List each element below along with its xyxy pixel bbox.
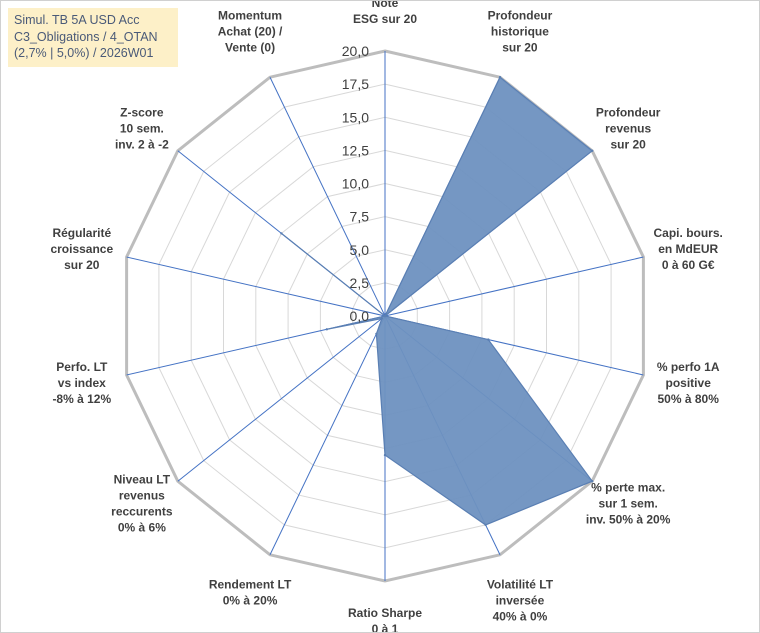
axis-label-6: Volatilité LT inversée 40% à 0%	[487, 577, 554, 623]
axis-label-3: Capi. bours. en MdEUR 0 à 60 G€	[654, 226, 723, 272]
radar-point-0-6	[484, 523, 487, 527]
radar-spoke-3	[384, 256, 644, 317]
axis-label-line: Perfo. LT	[56, 360, 108, 374]
axis-label-line: sur 20	[610, 137, 646, 151]
tick-label: 15,0	[342, 109, 369, 125]
axis-label-line: revenus	[119, 489, 165, 503]
tick-label: 0,0	[350, 308, 370, 324]
axis-label-7: Ratio Sharpe 0 à 1	[348, 606, 422, 632]
axis-label-line: 40% à 0%	[493, 609, 548, 623]
radar-point-0-8	[375, 332, 378, 336]
axis-label-12: Z-score 10 sem. inv. 2 à -2	[115, 105, 169, 151]
axis-label-line: vs index	[58, 376, 106, 390]
radar-spoke-9	[177, 315, 386, 482]
axis-label-line: Ratio Sharpe	[348, 606, 422, 620]
axis-label-line: Rendement LT	[209, 577, 292, 591]
axis-label-line: positive	[666, 376, 712, 390]
axis-label-line: inversée	[496, 593, 545, 607]
axis-label-line: Vente (0)	[225, 41, 275, 55]
axis-label-line: Momentum	[218, 9, 282, 23]
axis-label-line: sur 1 sem.	[598, 497, 657, 511]
axis-label-line: 0 à 60 G€	[662, 258, 715, 272]
axis-label-11: Régularité croissance sur 20	[50, 226, 113, 272]
axis-label-line: Niveau LT	[114, 473, 171, 487]
radar-point-0-9	[380, 317, 384, 320]
radar-spoke-8	[269, 315, 386, 555]
axis-label-line: inv. 50% à 20%	[586, 513, 671, 527]
axis-label-line: Capi. bours.	[654, 226, 723, 240]
axis-label-line: ESG sur 20	[353, 12, 417, 26]
radar-point-0-13	[383, 314, 387, 318]
axis-label-line: reccurents	[111, 505, 173, 519]
axis-label-2: Profondeur revenus sur 20	[596, 105, 661, 151]
radar-point-0-4	[487, 338, 490, 341]
axis-label-1: Profondeur historique sur 20	[488, 9, 553, 55]
axis-label-4: % perfo 1A positive 50% à 80%	[657, 360, 720, 406]
radar-point-0-1	[498, 76, 502, 79]
radar-series-area-0	[281, 76, 594, 526]
axis-label-13: Momentum Achat (20) / Vente (0)	[218, 9, 283, 55]
axis-label-line: Profondeur	[488, 9, 553, 23]
axis-label-line: Volatilité LT	[487, 577, 554, 591]
axis-label-line: croissance	[50, 242, 113, 256]
tick-label: 7,5	[350, 209, 370, 225]
chart-title-box: Simul. TB 5A USD Acc C3_Obligations / 4_…	[8, 8, 178, 67]
axis-label-line: % perfo 1A	[657, 360, 720, 374]
axis-label-line: -8% à 12%	[52, 392, 111, 406]
tick-label: 17,5	[342, 76, 369, 92]
title-line-3: (2,7% | 5,0%) / 2026W01	[14, 46, 154, 60]
axis-label-line: 0% à 20%	[223, 593, 278, 607]
radar-spoke-13	[269, 77, 386, 317]
tick-label: 10,0	[342, 176, 369, 192]
axis-label-line: Note	[372, 1, 399, 10]
tick-label: 20,0	[342, 43, 369, 59]
axis-label-line: Achat (20) /	[218, 25, 283, 39]
axis-label-0: Note ESG sur 20	[353, 1, 417, 26]
axis-label-line: 50% à 80%	[658, 392, 720, 406]
axis-label-10: Perfo. LT vs index -8% à 12%	[52, 360, 111, 406]
axis-label-line: sur 20	[64, 258, 100, 272]
axis-label-line: sur 20	[502, 41, 538, 55]
axis-label-line: revenus	[605, 121, 651, 135]
axis-label-9: Niveau LT revenus reccurents 0% à 6%	[111, 473, 173, 535]
radar-point-0-2	[590, 149, 594, 152]
radar-point-0-5	[590, 480, 594, 483]
axis-label-line: % perte max.	[591, 481, 665, 495]
tick-label: 5,0	[350, 242, 370, 258]
axis-label-line: inv. 2 à -2	[115, 137, 169, 151]
radar-point-0-7	[383, 453, 387, 457]
axis-label-line: 0% à 6%	[118, 521, 166, 535]
tick-label: 2,5	[350, 275, 370, 291]
tick-label: 12,5	[342, 142, 369, 158]
axis-label-line: 10 sem.	[120, 121, 164, 135]
title-line-1: Simul. TB 5A USD Acc	[14, 13, 140, 27]
radar-point-0-10	[325, 328, 329, 331]
title-line-2: C3_Obligations / 4_OTAN	[14, 29, 158, 44]
axis-label-8: Rendement LT 0% à 20%	[209, 577, 292, 607]
axis-label-line: Régularité	[52, 226, 111, 240]
axis-label-line: Profondeur	[596, 105, 661, 119]
axis-label-line: 0 à 1	[372, 622, 399, 632]
radar-point-0-12	[280, 232, 283, 235]
axis-label-line: historique	[491, 25, 549, 39]
axis-label-5: % perte max. sur 1 sem. inv. 50% à 20%	[586, 481, 671, 527]
axis-label-line: Z-score	[120, 105, 164, 119]
radar-spoke-11	[126, 256, 386, 317]
axis-label-line: en MdEUR	[658, 242, 718, 256]
